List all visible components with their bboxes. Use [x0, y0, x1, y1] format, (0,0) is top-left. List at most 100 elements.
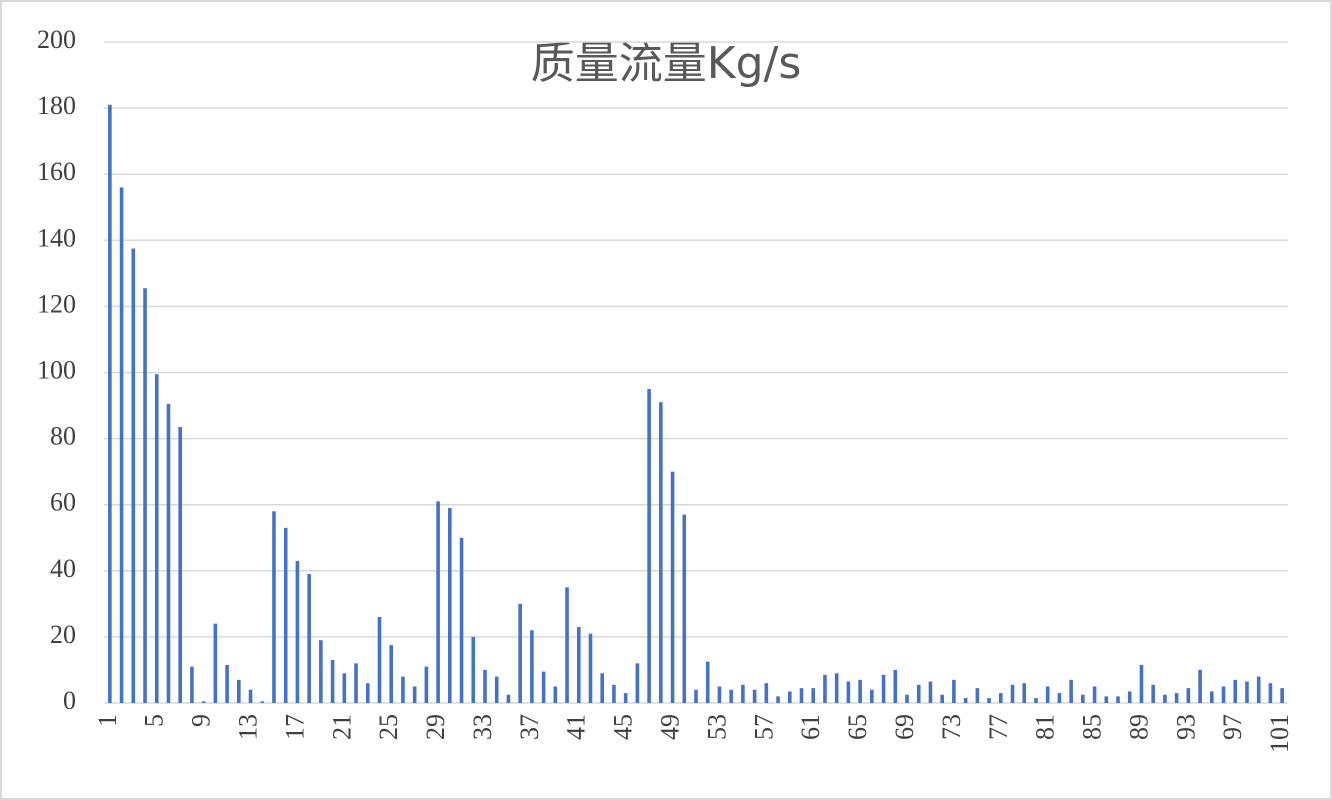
x-tick-label: 81	[1031, 714, 1060, 740]
bar	[893, 669, 898, 703]
x-tick-label: 49	[656, 714, 685, 740]
x-tick-label: 65	[843, 714, 872, 740]
x-tick-label: 93	[1171, 714, 1200, 740]
bar	[823, 674, 827, 703]
bar	[1245, 681, 1249, 703]
bar	[1268, 683, 1273, 703]
bar	[1116, 696, 1120, 703]
bar	[401, 676, 405, 703]
bar	[741, 684, 745, 703]
x-tick-label: 13	[234, 714, 263, 740]
bar	[494, 676, 499, 703]
y-tick-label: 20	[50, 620, 76, 649]
bar	[881, 674, 886, 703]
bar	[412, 686, 417, 703]
bar	[576, 626, 581, 703]
bar	[389, 645, 394, 703]
x-tick-label: 41	[562, 714, 591, 740]
bar	[752, 689, 757, 703]
bar	[283, 527, 288, 703]
bar	[1010, 684, 1015, 703]
bar	[694, 689, 698, 703]
bar	[530, 630, 534, 703]
bar	[905, 694, 909, 703]
bar	[1092, 686, 1097, 703]
bar	[1221, 686, 1226, 703]
bar	[553, 686, 558, 703]
y-tick-label: 60	[50, 488, 76, 517]
bar	[846, 681, 851, 703]
bar	[272, 511, 276, 703]
x-tick-label: 77	[984, 714, 1013, 740]
bar	[1186, 688, 1191, 703]
bar	[1069, 679, 1073, 703]
bar	[190, 666, 194, 703]
x-tick-label: 33	[468, 714, 497, 740]
bar	[448, 508, 452, 703]
x-tick-label: 73	[937, 714, 966, 740]
bar	[1210, 691, 1214, 703]
bar	[178, 427, 182, 703]
bar	[1233, 679, 1238, 703]
y-tick-label: 180	[37, 91, 76, 120]
bar	[705, 661, 710, 703]
x-tick-label: 85	[1078, 714, 1107, 740]
bar	[1081, 694, 1085, 703]
y-tick-label: 40	[50, 554, 76, 583]
bar	[260, 701, 265, 703]
y-tick-label: 120	[37, 289, 76, 318]
bar	[998, 693, 1003, 703]
bar	[1163, 694, 1167, 703]
bar	[975, 688, 980, 703]
chart-title: 质量流量Kg/s	[531, 38, 802, 89]
bar	[518, 603, 522, 703]
bar	[471, 636, 476, 703]
bar	[940, 694, 944, 703]
x-tick-label: 89	[1124, 714, 1153, 740]
bar	[682, 514, 687, 703]
bar	[1057, 693, 1062, 703]
bar	[1280, 688, 1284, 703]
bar	[600, 673, 605, 703]
x-tick-label: 97	[1218, 714, 1247, 740]
x-tick-label: 5	[140, 714, 169, 727]
bar	[776, 696, 780, 703]
bar	[295, 560, 300, 703]
bar	[647, 389, 651, 703]
bar	[248, 689, 253, 703]
x-tick-label: 101	[1265, 714, 1294, 753]
bar	[1034, 698, 1038, 703]
bar	[729, 689, 733, 703]
bar	[1198, 669, 1202, 703]
bar	[1045, 686, 1050, 703]
bar	[377, 617, 382, 703]
x-tick-label: 9	[187, 714, 216, 727]
x-tick-label: 69	[890, 714, 919, 740]
bar	[717, 686, 722, 703]
x-tick-label: 53	[702, 714, 731, 740]
bar	[436, 501, 440, 703]
bar	[541, 671, 546, 703]
bar	[166, 403, 171, 703]
bar	[354, 663, 358, 703]
bar	[811, 688, 816, 703]
bar	[201, 701, 206, 703]
bar	[108, 104, 112, 704]
y-tick-label: 200	[37, 25, 76, 54]
x-tick-label: 61	[796, 714, 825, 740]
bar	[1127, 691, 1132, 703]
y-tick-label: 140	[37, 223, 76, 252]
x-tick-label: 21	[327, 714, 356, 740]
bar	[952, 679, 956, 703]
y-tick-label: 0	[63, 686, 76, 715]
y-tick-label: 80	[50, 422, 76, 451]
bar	[1139, 664, 1144, 703]
bar	[225, 664, 229, 703]
bar	[1104, 696, 1109, 703]
bar	[588, 633, 593, 703]
bar	[787, 691, 792, 703]
bar	[131, 248, 136, 703]
bar	[342, 673, 347, 703]
bar	[143, 288, 147, 703]
